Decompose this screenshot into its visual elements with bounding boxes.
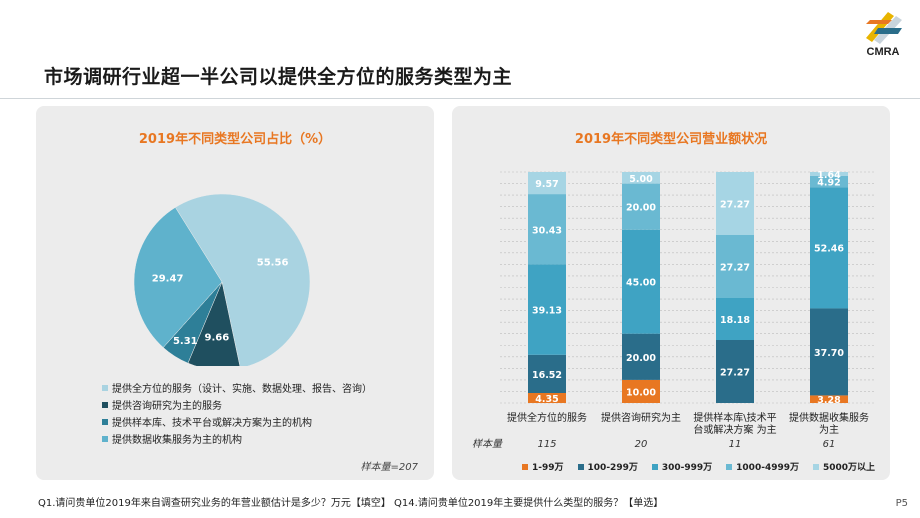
category-label: 提供数据收集服务	[789, 411, 869, 424]
bar-segment	[528, 393, 566, 403]
bar-panel: 2019年不同类型公司营业额状况 4.35 16.52 39.13 30.43 9.57…	[452, 106, 890, 480]
bar-segment	[810, 175, 848, 188]
bar-legend-item: 300-999万	[651, 460, 713, 473]
pie-value-label: 29.47	[152, 273, 184, 284]
bar-value-label: 4.92	[817, 178, 840, 189]
bar-legend-label: 300-999万	[661, 463, 713, 473]
pie-legend-label: 提供样本库、技术平台或解决方案为主的机构	[112, 418, 312, 429]
pie-legend: 提供全方位的服务（设计、实施、数据处理、报告、咨询） 提供咨询研究为主的服务 提…	[102, 379, 372, 447]
sample-size-value: 115	[537, 439, 556, 450]
pie-slice	[175, 193, 311, 366]
pie-legend-label: 提供数据收集服务为主的机构	[112, 435, 242, 446]
bar-value-label: 20.00	[626, 203, 656, 214]
bar-value-label: 30.43	[532, 225, 562, 236]
bar-segment	[622, 172, 660, 184]
pie-legend-item: 提供全方位的服务（设计、实施、数据处理、报告、咨询）	[102, 379, 372, 396]
bar-segment	[528, 354, 566, 393]
bar-segment	[622, 229, 660, 334]
bar-value-label: 10.00	[626, 387, 656, 398]
pie-sample-note: 样本量=207	[360, 462, 418, 473]
bar-segment	[622, 183, 660, 230]
bar-legend-item: 5000万以上	[813, 460, 875, 473]
category-label: 为主	[819, 424, 839, 436]
legend-swatch	[577, 463, 584, 470]
pie-legend-item: 提供数据收集服务为主的机构	[102, 430, 372, 447]
bar-value-label: 1.64	[817, 170, 841, 181]
bar-segment	[716, 340, 754, 403]
bar-segment	[810, 308, 848, 396]
cmra-logo-mark	[866, 12, 902, 44]
legend-swatch	[522, 463, 528, 470]
bar-value-label: 37.70	[814, 348, 844, 359]
pie-legend-label: 提供咨询研究为主的服务	[112, 401, 222, 412]
sample-size-value: 11	[729, 439, 742, 450]
pie-value-label: 9.66	[205, 332, 230, 343]
bar-value-label: 9.57	[535, 179, 558, 190]
bar-segment	[622, 333, 660, 380]
bar-legend-label: 1000-4999万	[736, 463, 799, 473]
bar-legend-item: 1000-4999万	[726, 460, 799, 473]
category-label: 提供样本库\技术平	[693, 411, 776, 424]
pie-legend-label: 提供全方位的服务（设计、实施、数据处理、报告、咨询）	[112, 384, 372, 395]
pie-panel: 2019年不同类型公司占比（%） 55.56 9.66 5.31 29.47 提供全方…	[36, 106, 434, 480]
sample-size-label: 样本量	[472, 438, 503, 450]
legend-swatch	[102, 384, 108, 391]
bar-segment	[716, 172, 754, 235]
bar-segment	[528, 194, 566, 265]
bar-value-label: 27.27	[720, 368, 750, 379]
footnote: Q1.请问贵单位2019年来自调查研究业务的年营业额估计是多少？万元【填空】 Q…	[38, 498, 664, 509]
bar-value-label: 39.13	[532, 306, 562, 317]
logo-text: CMRA	[866, 46, 900, 58]
bar-segment	[528, 264, 566, 355]
bar-segment	[622, 379, 660, 403]
legend-swatch	[813, 463, 819, 470]
pie-chart-title: 2019年不同类型公司占比（%）	[138, 132, 332, 147]
pie-legend-item: 提供咨询研究为主的服务	[102, 396, 372, 413]
bar-segment	[810, 172, 848, 176]
bar-segment	[716, 298, 754, 340]
bar-chart: 4.35 16.52 39.13 30.43 9.57 提供全方位的服务 115 10.00 2…	[472, 170, 876, 450]
title-divider	[0, 98, 920, 99]
pie-slice	[133, 207, 223, 348]
bar-value-label: 45.00	[626, 278, 656, 289]
bar-legend-label: 5000万以上	[823, 463, 876, 473]
legend-swatch	[102, 435, 108, 442]
category-label: 提供咨询研究为主	[601, 411, 681, 424]
legend-swatch	[102, 418, 108, 425]
bar-value-label: 16.52	[532, 370, 562, 381]
legend-swatch	[651, 463, 658, 470]
sample-size-value: 61	[823, 439, 836, 450]
cmra-logo: CMRA	[858, 8, 908, 62]
sample-size-value: 20	[635, 439, 648, 450]
bar-legend: 1-99万 100-299万 300-999万 1000-4999万 5000万…	[522, 460, 875, 473]
pie-chart: 55.56 9.66 5.31 29.47	[133, 193, 311, 366]
bar-value-label: 3.28	[817, 395, 841, 406]
page-title: 市场调研行业超一半公司以提供全方位的服务类型为主	[44, 66, 513, 88]
bar-segment	[528, 172, 566, 195]
pie-value-label: 55.56	[257, 258, 289, 269]
bar-segment	[810, 187, 848, 309]
bar-value-label: 18.18	[720, 315, 750, 326]
page-number: P5	[895, 498, 908, 509]
bar-value-label: 27.27	[720, 263, 750, 274]
pie-value-label: 5.31	[173, 336, 198, 347]
bar-legend-label: 1-99万	[532, 463, 564, 473]
pie-legend-item: 提供样本库、技术平台或解决方案为主的机构	[102, 413, 372, 430]
bar-chart-title: 2019年不同类型公司营业额状况	[574, 132, 768, 147]
bar-value-label: 5.00	[629, 174, 653, 185]
category-label: 提供全方位的服务	[507, 411, 587, 424]
bar-value-label: 20.00	[626, 353, 656, 364]
bar-segment	[810, 395, 848, 403]
bar-legend-label: 100-299万	[587, 463, 638, 473]
bar-value-label: 52.46	[814, 244, 844, 255]
bar-legend-item: 100-299万	[577, 460, 638, 473]
bar-value-label: 4.35	[535, 394, 558, 405]
legend-swatch	[726, 463, 733, 470]
legend-swatch	[102, 401, 108, 408]
bar-value-label: 27.27	[720, 200, 750, 211]
category-label: 台或解决方案 为主	[693, 423, 776, 436]
bar-legend-item: 1-99万	[522, 460, 564, 473]
bar-segment	[716, 235, 754, 298]
